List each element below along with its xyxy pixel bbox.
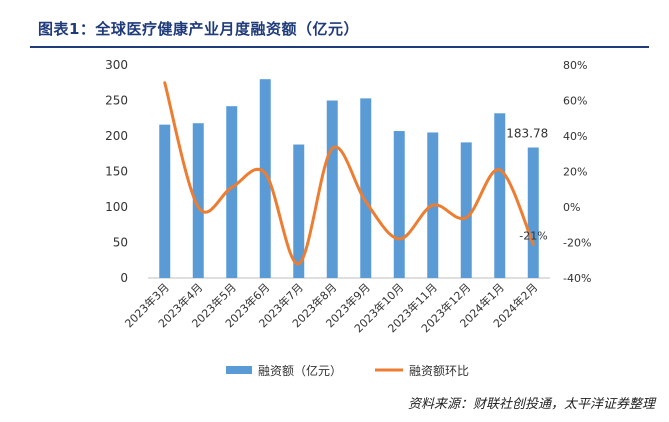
right-tick-label: 80% — [563, 59, 587, 72]
data-label: -21% — [519, 229, 547, 242]
legend-label: 融资额环比 — [409, 364, 469, 378]
bar — [393, 131, 405, 278]
legend-swatch-bar — [226, 366, 252, 374]
left-tick-label: 0 — [120, 271, 128, 285]
series-line — [163, 81, 535, 266]
data-labels: 183.78 -21% — [506, 127, 548, 243]
bar — [360, 98, 372, 279]
left-tick-label: 200 — [105, 129, 128, 143]
bar — [460, 142, 472, 278]
bar — [226, 106, 238, 279]
right-axis: -40% -20% 0% 20% 40% 60% 80% — [563, 59, 591, 285]
line-series — [163, 81, 535, 266]
right-tick-label: 0% — [563, 201, 580, 214]
left-tick-label: 50 — [113, 236, 128, 250]
left-tick-label: 300 — [105, 58, 128, 72]
bar — [293, 144, 305, 278]
legend-label: 融资额（亿元） — [258, 363, 342, 378]
source-note: 资料来源：财联社创投通，太平洋证券整理 — [407, 397, 655, 412]
data-label: 183.78 — [506, 127, 548, 141]
bar — [192, 123, 204, 278]
bar — [159, 124, 171, 278]
bar — [326, 100, 338, 278]
bar — [494, 113, 506, 278]
figure-title: 图表1：全球医疗健康产业月度融资额（亿元） — [38, 20, 359, 38]
legend: 融资额（亿元） 融资额环比 — [226, 363, 469, 378]
figure-header: 图表1：全球医疗健康产业月度融资额（亿元） — [0, 12, 669, 48]
bar — [259, 79, 271, 278]
left-tick-label: 250 — [105, 94, 128, 108]
left-tick-label: 100 — [105, 200, 128, 214]
right-tick-label: 60% — [563, 95, 587, 108]
left-axis: 0 50 100 150 200 250 300 — [105, 58, 128, 285]
right-tick-label: 20% — [563, 166, 587, 179]
bar-series — [159, 79, 539, 279]
header-rule — [30, 46, 649, 48]
right-tick-label: -40% — [563, 272, 591, 285]
bar — [527, 147, 539, 278]
right-tick-label: -20% — [563, 237, 591, 250]
left-tick-label: 150 — [105, 165, 128, 179]
right-tick-label: 40% — [563, 130, 587, 143]
x-axis-labels: 2023年3月2023年4月2023年5月2023年6月2023年7月2023年… — [122, 280, 541, 335]
